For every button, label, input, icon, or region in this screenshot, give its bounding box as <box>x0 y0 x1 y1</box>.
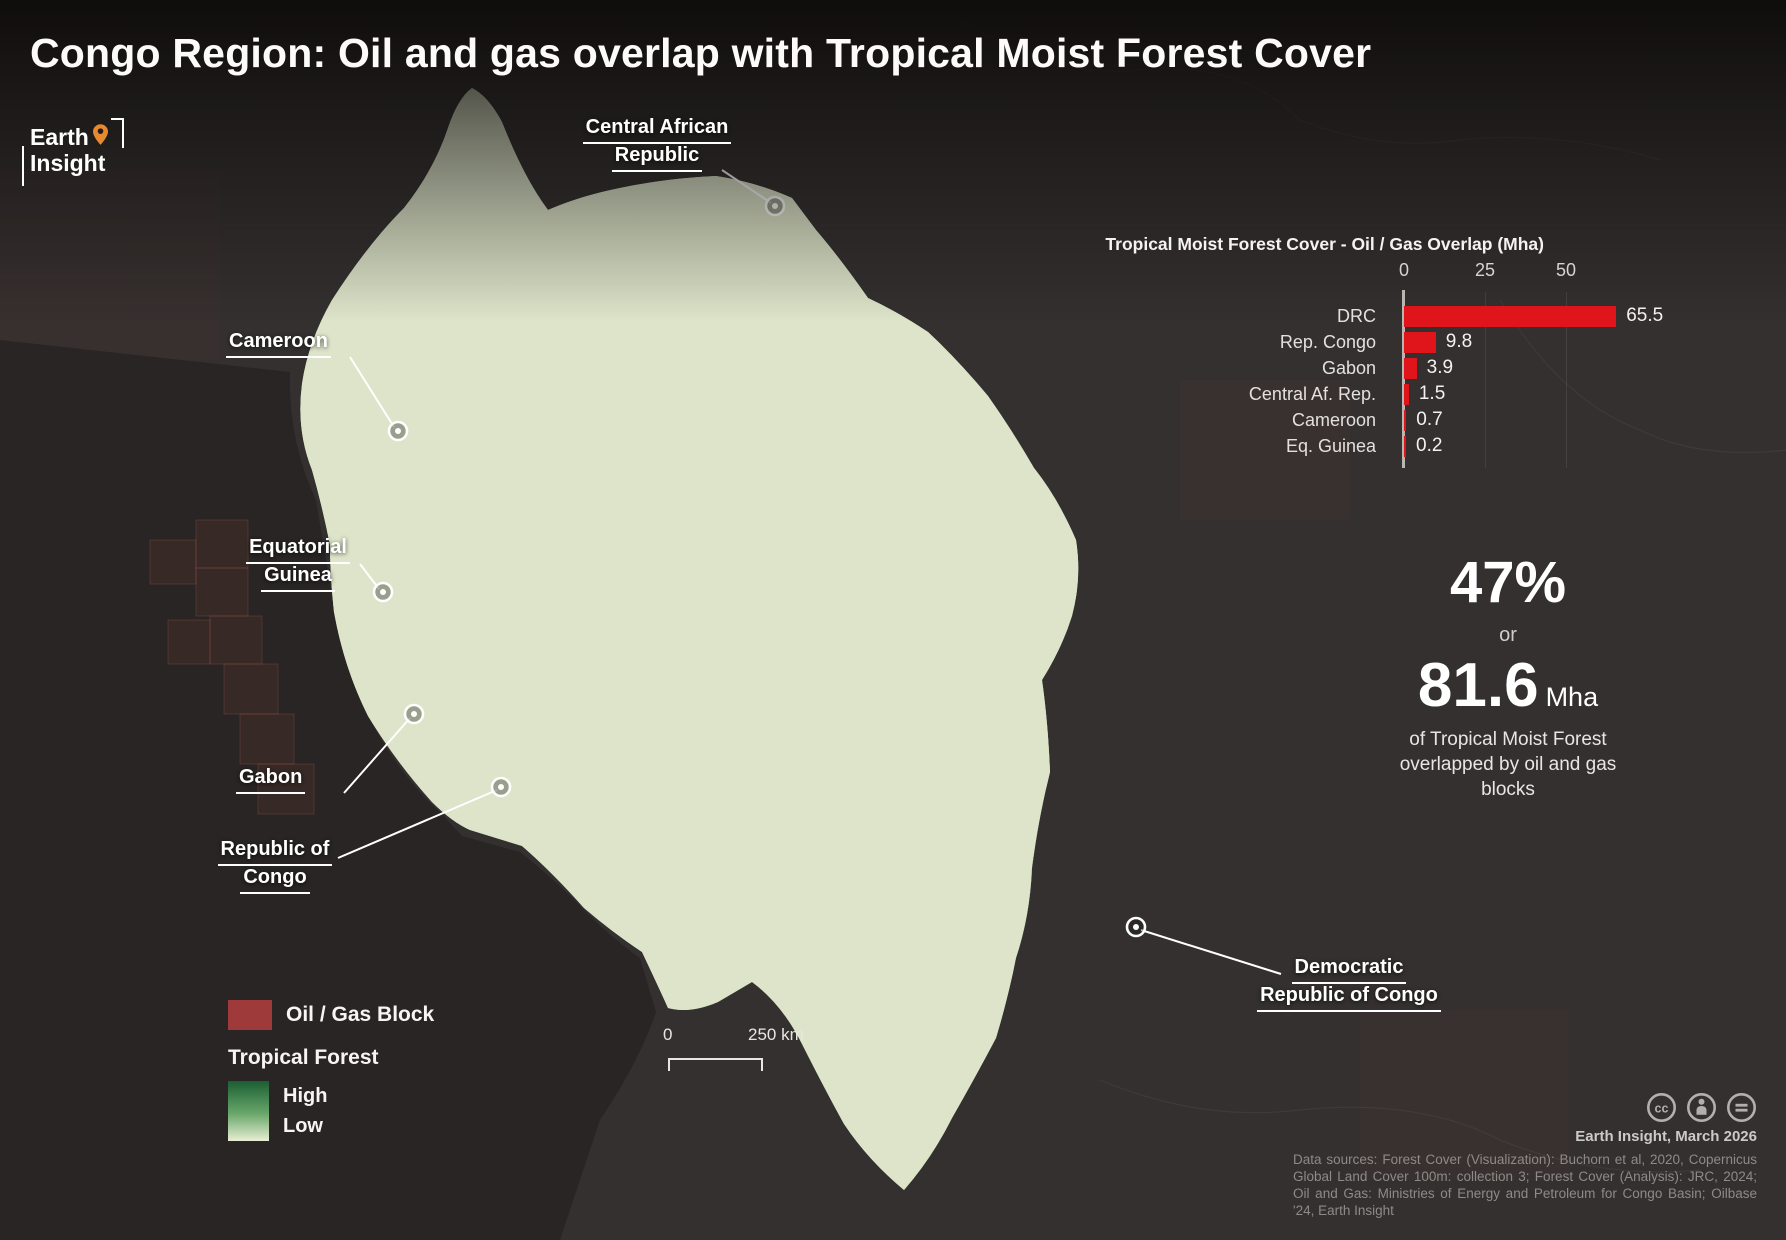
credit-line: Earth Insight, March 2026 <box>1575 1128 1757 1145</box>
chart-bar <box>1404 305 1617 327</box>
chart-value-label: 1.5 <box>1418 383 1446 404</box>
label-gabon: Gabon <box>236 766 306 794</box>
stat-unit: Mha <box>1545 682 1599 712</box>
cc-nd-icon <box>1727 1093 1756 1122</box>
chart-category-label: Central Af. Rep. <box>1248 383 1376 404</box>
svg-text:cc: cc <box>1655 1101 1669 1115</box>
oil-gas-label: Oil / Gas Block <box>286 1003 435 1026</box>
chart-value-label: 0.7 <box>1416 409 1443 430</box>
x-tick-label: 25 <box>1474 260 1496 280</box>
page-title: Congo Region: Oil and gas overlap with T… <box>30 30 1372 76</box>
headline-stat: 47% or 81.6 Mha of Tropical Moist Forest … <box>1380 554 1636 802</box>
logo-bracket-top-right <box>110 118 124 148</box>
chart-category-label: Eq. Guinea <box>1285 435 1376 456</box>
oil-gas-swatch <box>228 1000 272 1030</box>
chart-category-label: DRC <box>1337 305 1376 326</box>
chart-row: DRC 65.5 <box>1050 303 1740 329</box>
chart-row: Rep. Congo 9.8 <box>1050 329 1740 355</box>
chart-bar <box>1404 331 1436 353</box>
chart-title: Tropical Moist Forest Cover - Oil / Gas … <box>1105 234 1544 254</box>
map-legend: Oil / Gas Block Tropical Forest High Low <box>228 1000 434 1141</box>
chart-row: Central Af. Rep. 1.5 <box>1050 381 1740 407</box>
chart-value-label: 9.8 <box>1445 331 1473 352</box>
marker-equatorial-guinea <box>372 581 394 603</box>
stat-value: 81.6 Mha <box>1417 651 1599 720</box>
data-sources: Data sources: Forest Cover (Visualizatio… <box>1293 1152 1757 1218</box>
map-pin-icon <box>92 124 108 145</box>
forest-legend-title: Tropical Forest <box>228 1046 379 1069</box>
forest-low-label: Low <box>283 1114 323 1137</box>
chart-bar <box>1404 383 1409 405</box>
x-tick-label: 0 <box>1398 260 1410 280</box>
x-tick-label: 50 <box>1555 260 1577 280</box>
chart-row: Gabon 3.9 <box>1050 355 1740 381</box>
chart-bar <box>1404 409 1407 431</box>
forest-gradient-swatch <box>228 1081 269 1141</box>
chart-value-label: 65.5 <box>1626 305 1664 326</box>
cc-by-icon <box>1687 1093 1716 1122</box>
cc-icon: cc <box>1647 1093 1676 1122</box>
chart-rows: DRC 65.5 Rep. Congo 9.8 Gabon 3.9 Central Af. … <box>1050 303 1740 459</box>
scale-bar-line <box>668 1058 763 1071</box>
chart-value-label: 0.2 <box>1416 435 1443 456</box>
chart-category-label: Cameroon <box>1291 409 1376 430</box>
forest-high-label: High <box>283 1084 328 1107</box>
logo-text-insight: Insight <box>30 150 106 176</box>
stat-description: of Tropical Moist Forest overlapped by o… <box>1399 729 1617 801</box>
marker-central-african-republic <box>764 195 786 217</box>
logo-bracket-bottom-left <box>22 146 32 186</box>
chart-bar <box>1404 357 1417 379</box>
chart-y-axis-line <box>1402 290 1405 468</box>
marker-cameroon <box>387 420 409 442</box>
chart-category-label: Rep. Congo <box>1279 331 1376 352</box>
stat-or-label: or <box>1499 624 1517 646</box>
scale-distance-label: 250 km <box>748 1025 804 1044</box>
marker-democratic-republic-of-congo <box>1125 916 1147 938</box>
chart-bar <box>1404 435 1406 457</box>
label-democratic-republic-of-congo: Democratic Republic of Congo <box>1243 956 1455 1012</box>
logo-text-earth: Earth <box>30 124 89 150</box>
overlap-bar-chart: Tropical Moist Forest Cover - Oil / Gas … <box>1050 234 1740 479</box>
atlantic-ocean <box>0 340 656 1240</box>
earth-insight-logo: Earth Insight <box>22 118 124 186</box>
chart-category-label: Gabon <box>1321 357 1376 378</box>
marker-republic-of-congo <box>490 776 512 798</box>
marker-gabon <box>403 703 425 725</box>
gridline <box>1485 292 1486 468</box>
label-equatorial-guinea: Equatorial Guinea <box>232 536 364 592</box>
chart-row: Eq. Guinea 0.2 <box>1050 433 1740 459</box>
gridline <box>1566 292 1567 468</box>
chart-row: Cameroon 0.7 <box>1050 407 1740 433</box>
label-republic-of-congo: Republic of Congo <box>212 838 338 894</box>
stat-percent: 47% <box>1449 550 1567 615</box>
chart-value-label: 3.9 <box>1426 357 1454 378</box>
offshore-oil-blocks <box>149 519 315 815</box>
scale-zero-label: 0 <box>663 1025 673 1044</box>
label-central-african-republic: Central African Republic <box>572 116 742 172</box>
label-cameroon: Cameroon <box>226 330 331 358</box>
license-icons: cc <box>1646 1092 1757 1123</box>
